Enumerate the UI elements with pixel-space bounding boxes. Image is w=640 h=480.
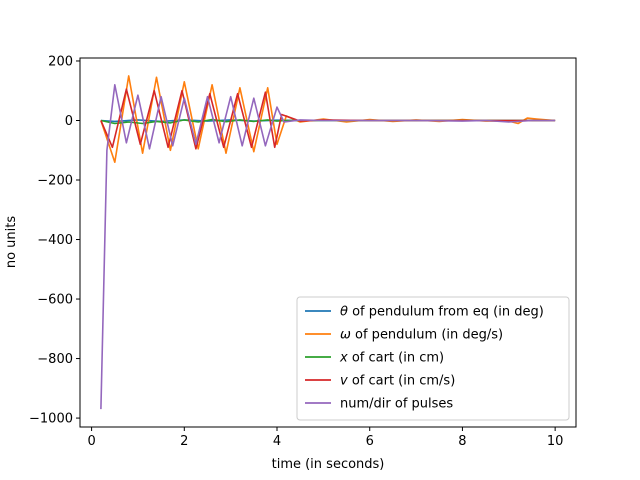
- legend-entry: ω of pendulum (in deg/s): [340, 328, 503, 343]
- y-tick-label: −200: [37, 174, 73, 189]
- legend-entry: θ of pendulum from eq (in deg): [340, 305, 544, 320]
- legend-label: of cart (in cm): [348, 351, 444, 366]
- y-axis-ticks: −1000 −800 −600 −400 −200 0 200: [29, 54, 80, 427]
- legend-label: of pendulum from eq (in deg): [348, 305, 544, 320]
- x-axis-ticks: 0 2 4 6 8 10: [87, 427, 563, 449]
- legend-label: of pendulum (in deg/s): [351, 328, 503, 343]
- x-axis-label: time (in seconds): [272, 457, 385, 472]
- series-layer: [100, 75, 556, 410]
- y-tick-label: 200: [48, 54, 73, 69]
- x-tick-label: 6: [366, 434, 374, 449]
- legend-label: num/dir of pulses: [340, 397, 453, 412]
- legend-symbol: ω: [340, 328, 351, 343]
- y-tick-label: 0: [65, 114, 73, 129]
- y-tick-label: −600: [37, 293, 73, 308]
- legend-symbol: v: [340, 374, 348, 389]
- y-tick-label: −800: [37, 352, 73, 367]
- legend-box: [296, 296, 570, 421]
- y-tick-label: −1000: [29, 412, 73, 427]
- x-tick-label: 0: [87, 434, 95, 449]
- series-line-numdir: [100, 84, 556, 410]
- x-tick-label: 2: [180, 434, 188, 449]
- y-axis-label: no units: [4, 216, 19, 269]
- x-tick-label: 10: [547, 434, 564, 449]
- y-tick-label: −400: [37, 233, 73, 248]
- legend-symbol: θ: [340, 305, 348, 320]
- legend-label: of cart (in cm/s): [348, 374, 456, 389]
- x-tick-label: 8: [458, 434, 466, 449]
- legend-entry: num/dir of pulses: [340, 397, 453, 412]
- legend-entry: v of cart (in cm/s): [340, 374, 455, 389]
- legend-entry: x of cart (in cm): [339, 351, 444, 366]
- legend: θ of pendulum from eq (in deg) ω of pendu…: [296, 296, 570, 421]
- x-tick-label: 4: [273, 434, 281, 449]
- plot-frame: [79, 57, 577, 428]
- legend-symbol: x: [339, 351, 348, 366]
